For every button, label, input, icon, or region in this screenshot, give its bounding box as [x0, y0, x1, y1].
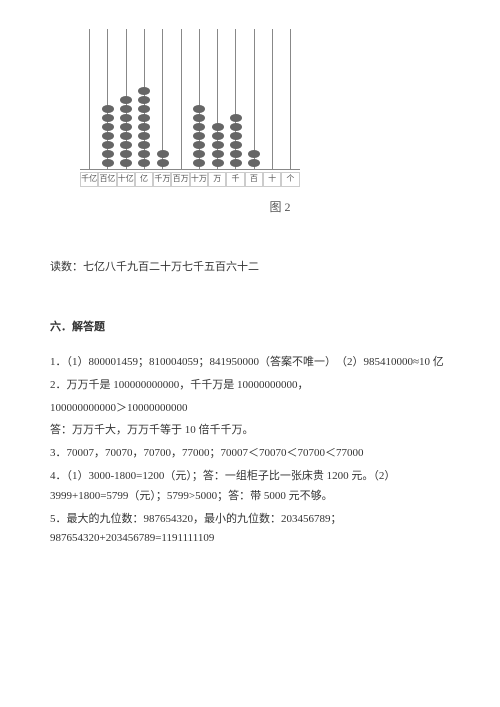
abacus-bead: [102, 123, 114, 131]
abacus-figure: 千亿百亿十亿亿千万百万十万万千百十个: [80, 30, 300, 187]
abacus-bead: [138, 114, 150, 122]
abacus-label: 千万: [153, 172, 171, 187]
abacus-label: 百万: [171, 172, 189, 187]
abacus-rod: [162, 29, 163, 169]
answer-5: 3．70007，70070，70700，77000；70007＜70070＜70…: [50, 444, 450, 464]
abacus-bead: [193, 150, 205, 158]
abacus-bead: [212, 150, 224, 158]
abacus-diagram: [80, 30, 300, 170]
abacus-bead: [193, 114, 205, 122]
reading-text: 七亿八千九百二十万七千五百六十二: [83, 261, 259, 273]
abacus-bead: [120, 114, 132, 122]
reading-line: 读数：七亿八千九百二十万七千五百六十二: [50, 258, 450, 278]
abacus-rod: [107, 29, 108, 169]
abacus-bead: [230, 150, 242, 158]
abacus-bead: [120, 159, 132, 167]
abacus-rod: [254, 29, 255, 169]
abacus-bead: [138, 123, 150, 131]
answer-6: 4．（1）3000-1800=1200（元）；答：一组柜子比一张床贵 1200 …: [50, 467, 450, 507]
section-title: 六．解答题: [50, 318, 450, 338]
abacus-bead: [120, 105, 132, 113]
abacus-rod: [217, 29, 218, 169]
abacus-label: 千: [226, 172, 244, 187]
abacus-label: 十万: [190, 172, 208, 187]
abacus-label: 十: [263, 172, 281, 187]
abacus-bead: [120, 96, 132, 104]
answer-7: 5．最大的九位数：987654320，最小的九位数：203456789；9876…: [50, 510, 450, 550]
abacus-bead: [230, 159, 242, 167]
abacus-label: 亿: [135, 172, 153, 187]
abacus-label: 百: [245, 172, 263, 187]
abacus-bead: [248, 159, 260, 167]
abacus-bead: [138, 87, 150, 95]
abacus-bead: [193, 105, 205, 113]
abacus-bead: [138, 150, 150, 158]
abacus-label: 千亿: [80, 172, 98, 187]
abacus-bead: [248, 150, 260, 158]
abacus-bead: [193, 159, 205, 167]
answers-block: 1．（1）800001459；810004059；841950000（答案不唯一…: [50, 353, 450, 549]
abacus-bead: [120, 123, 132, 131]
answer-3: 100000000000＞10000000000: [50, 399, 450, 419]
abacus-bead: [120, 132, 132, 140]
abacus-bead: [230, 114, 242, 122]
abacus-bead: [102, 141, 114, 149]
abacus-bead: [120, 141, 132, 149]
abacus-bead: [138, 96, 150, 104]
abacus-rod: [199, 29, 200, 169]
abacus-rod: [144, 29, 145, 169]
abacus-bead: [138, 141, 150, 149]
abacus-bead: [138, 105, 150, 113]
abacus-bead: [230, 123, 242, 131]
answer-1: 1．（1）800001459；810004059；841950000（答案不唯一…: [50, 353, 450, 373]
abacus-bead: [193, 132, 205, 140]
abacus-bead: [212, 132, 224, 140]
answer-2: 2．万万千是 100000000000，千千万是 10000000000，: [50, 376, 450, 396]
abacus-label: 十亿: [117, 172, 135, 187]
abacus-bead: [212, 141, 224, 149]
abacus-bead: [230, 141, 242, 149]
abacus-bead: [102, 105, 114, 113]
abacus-bead: [102, 114, 114, 122]
abacus-bead: [230, 132, 242, 140]
abacus-label: 百亿: [98, 172, 116, 187]
abacus-rod: [272, 29, 273, 169]
abacus-labels: 千亿百亿十亿亿千万百万十万万千百十个: [80, 172, 300, 187]
abacus-bead: [212, 123, 224, 131]
abacus-label: 个: [281, 172, 299, 187]
reading-prefix: 读数：: [50, 261, 83, 273]
abacus-bead: [102, 150, 114, 158]
abacus-bead: [193, 123, 205, 131]
abacus-bead: [212, 159, 224, 167]
abacus-bead: [157, 159, 169, 167]
abacus-bead: [102, 159, 114, 167]
abacus-rod: [126, 29, 127, 169]
abacus-bead: [102, 132, 114, 140]
abacus-label: 万: [208, 172, 226, 187]
abacus-bead: [193, 141, 205, 149]
abacus-bead: [120, 150, 132, 158]
abacus-rod: [235, 29, 236, 169]
abacus-rod: [290, 29, 291, 169]
abacus-bead: [138, 159, 150, 167]
abacus-bead: [157, 150, 169, 158]
abacus-rod: [181, 29, 182, 169]
figure-caption: 图 2: [110, 197, 450, 219]
answer-4: 答：万万千大，万万千等于 10 倍千千万。: [50, 421, 450, 441]
abacus-rod: [89, 29, 90, 169]
abacus-bead: [138, 132, 150, 140]
